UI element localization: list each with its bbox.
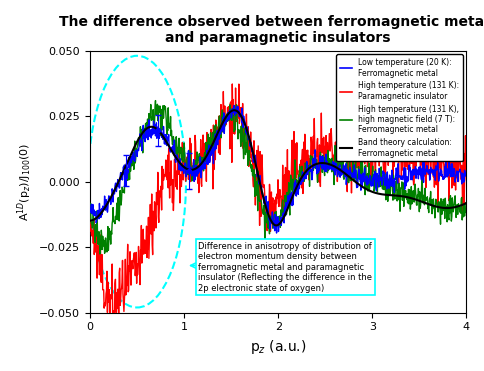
X-axis label: p$_z$ (a.u.): p$_z$ (a.u.) [249,338,306,356]
Y-axis label: A$^{1D}$(p$_z$)/J$_{100}$(0): A$^{1D}$(p$_z$)/J$_{100}$(0) [15,142,33,221]
Legend: Low temperature (20 K):
Ferromagnetic metal, High temperature (131 K):
Paramagne: Low temperature (20 K): Ferromagnetic me… [335,55,462,161]
Text: Difference in anisotropy of distribution of
electron momentum density between
fe: Difference in anisotropy of distribution… [198,242,371,292]
Title: The difference observed between ferromagnetic metals
and paramagnetic insulators: The difference observed between ferromag… [59,15,484,45]
